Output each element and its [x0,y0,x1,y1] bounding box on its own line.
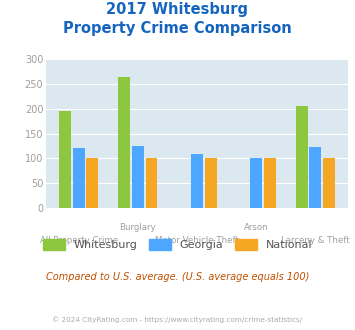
Text: Arson: Arson [244,223,268,232]
Bar [146,158,157,208]
Bar [118,77,130,208]
Legend: Whitesburg, Georgia, National: Whitesburg, Georgia, National [38,235,317,255]
Text: Compared to U.S. average. (U.S. average equals 100): Compared to U.S. average. (U.S. average … [46,272,309,282]
Bar [73,148,84,208]
Text: Property Crime Comparison: Property Crime Comparison [63,21,292,36]
Bar [296,106,308,208]
Text: Burglary: Burglary [120,223,156,232]
Bar [191,154,203,208]
Bar [205,158,217,208]
Text: Motor Vehicle Theft: Motor Vehicle Theft [155,236,239,245]
Text: © 2024 CityRating.com - https://www.cityrating.com/crime-statistics/: © 2024 CityRating.com - https://www.city… [53,317,302,323]
Bar [264,158,276,208]
Bar [59,112,71,208]
Bar [310,147,321,208]
Bar [132,146,144,208]
Bar [86,158,98,208]
Bar [323,158,335,208]
Text: Larceny & Theft: Larceny & Theft [281,236,350,245]
Text: 2017 Whitesburg: 2017 Whitesburg [106,2,248,16]
Text: All Property Crime: All Property Crime [40,236,118,245]
Bar [250,158,262,208]
